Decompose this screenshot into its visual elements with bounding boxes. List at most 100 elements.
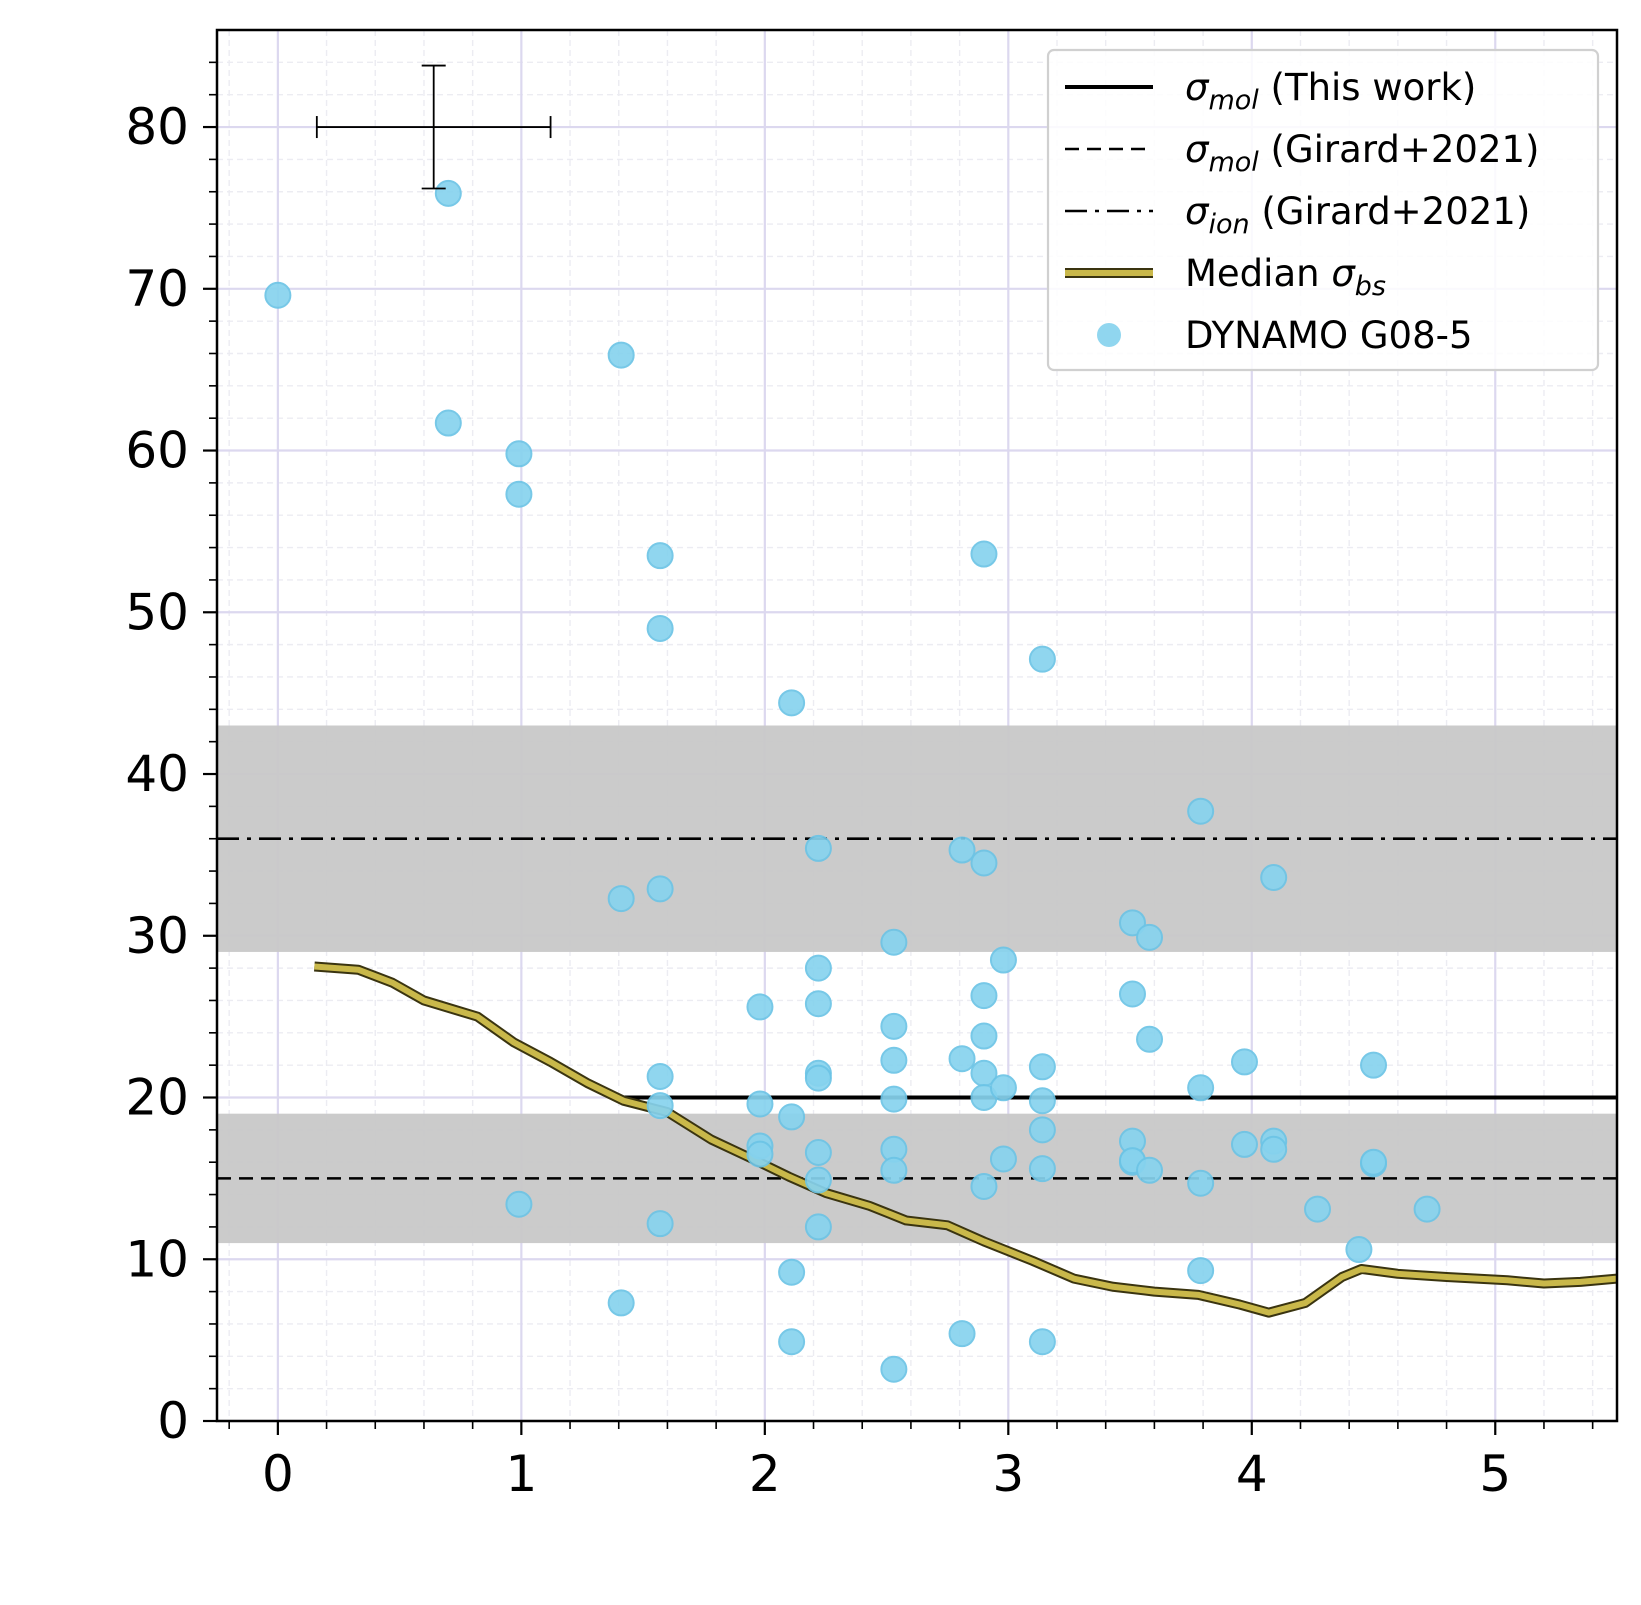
scatter-point	[778, 1328, 806, 1356]
legend-label-subscript: mol	[1208, 85, 1259, 116]
x-tick-label: 4	[1236, 1445, 1268, 1503]
legend-label-rest: (Girard+2021)	[1250, 190, 1531, 233]
scatter-point	[970, 1022, 998, 1050]
scatter-point	[1028, 645, 1056, 673]
scatter-point	[880, 1085, 908, 1113]
legend-item: σmol (This work)	[1065, 66, 1476, 116]
scatter-point	[1260, 864, 1288, 892]
legend-label-subscript: ion	[1208, 209, 1249, 240]
legend-label-symbol: σ	[1185, 128, 1210, 171]
scatter-point	[1136, 923, 1164, 951]
scatter-point	[505, 1190, 533, 1218]
scatter-point	[880, 1156, 908, 1184]
scatter-point	[804, 1166, 832, 1194]
scatter-point	[1230, 1130, 1258, 1158]
y-tick-label: 70	[125, 260, 189, 318]
legend-item: σion (Girard+2021)	[1065, 190, 1530, 240]
x-tick-label: 1	[505, 1445, 537, 1503]
legend-label-subscript: mol	[1208, 147, 1259, 178]
y-tick-label: 80	[125, 98, 189, 156]
x-tick-label: 5	[1479, 1445, 1511, 1503]
scatter-point	[1187, 1257, 1215, 1285]
y-tick-label: 0	[157, 1392, 189, 1450]
scatter-point	[746, 1140, 774, 1168]
legend-item: Median σbs	[1065, 252, 1386, 302]
legend-item: σmol (Girard+2021)	[1065, 128, 1539, 178]
legend: σmol (This work)σmol (Girard+2021)σion (…	[1046, 48, 1600, 372]
scatter-point	[1118, 980, 1146, 1008]
y-tick-label: 10	[125, 1230, 189, 1288]
scatter-point	[880, 1355, 908, 1383]
y-tick-label: 40	[125, 745, 189, 803]
scatter-point	[1187, 1074, 1215, 1102]
scatter-point	[1136, 1156, 1164, 1184]
scatter-point	[804, 1213, 832, 1241]
scatter-point	[1118, 909, 1146, 937]
y-tick-label: 50	[125, 583, 189, 641]
scatter-point	[970, 1172, 998, 1200]
scatter-point	[948, 836, 976, 864]
legend-label: DYNAMO G08-5	[1185, 314, 1473, 357]
scatter-point	[778, 689, 806, 717]
scatter-point	[1028, 1087, 1056, 1115]
scatter-point	[880, 1046, 908, 1074]
legend-label: σmol (This work)	[1185, 66, 1476, 116]
scatter-point	[505, 440, 533, 468]
median-series	[314, 961, 1617, 1318]
axes-frame	[215, 28, 1619, 1423]
x-tick-label: 2	[749, 1445, 781, 1503]
scatter-point	[989, 1074, 1017, 1102]
legend-label-prefix: Median	[1185, 252, 1331, 295]
scatter-point	[1028, 1053, 1056, 1081]
scatter-point	[804, 1064, 832, 1092]
scatter-point	[1360, 1148, 1388, 1176]
x-tick-label: 0	[262, 1445, 294, 1503]
scatter-point	[264, 281, 292, 309]
scatter-point	[607, 1289, 635, 1317]
shaded-bands	[217, 725, 1617, 1244]
scatter-point	[970, 540, 998, 568]
scatter-point	[778, 1103, 806, 1131]
scatter-point	[1260, 1135, 1288, 1163]
scatter-point	[804, 834, 832, 862]
scatter-point	[1413, 1195, 1441, 1223]
scatter-point	[1304, 1195, 1332, 1223]
scatter-point	[1028, 1155, 1056, 1183]
scatter-point	[607, 885, 635, 913]
scatter-point	[434, 179, 462, 207]
y-tick-label: 20	[125, 1069, 189, 1127]
scatter-point	[970, 849, 998, 877]
scatter-point	[646, 1210, 674, 1238]
legend-label: Median σbs	[1185, 252, 1386, 302]
legend-label: σmol (Girard+2021)	[1185, 128, 1539, 178]
scatter-point	[989, 946, 1017, 974]
legend-label-symbol: σ	[1185, 66, 1210, 109]
legend-label-rest: (This work)	[1259, 66, 1477, 109]
scatter-point	[804, 1139, 832, 1167]
error-bar-marker	[315, 64, 552, 190]
scatter-point	[880, 1012, 908, 1040]
legend-label-symbol: σ	[1331, 252, 1356, 295]
legend-box	[1046, 48, 1600, 372]
scatter-point	[746, 1090, 774, 1118]
scatter-point	[646, 614, 674, 642]
scatter-point	[778, 1258, 806, 1286]
y-tick-label: 60	[125, 422, 189, 480]
scatter-point	[646, 1062, 674, 1090]
y-tick-label: 30	[125, 907, 189, 965]
scatter-point	[505, 480, 533, 508]
scatter-point	[434, 409, 462, 437]
scatter-point	[746, 993, 774, 1021]
scatter-point	[1028, 1116, 1056, 1144]
scatter-point	[948, 1320, 976, 1348]
legend-label-rest: (Girard+2021)	[1259, 128, 1540, 171]
median-line	[314, 963, 1617, 1316]
scatter-point	[1136, 1025, 1164, 1053]
scatter-point	[1230, 1048, 1258, 1076]
scatter-series	[264, 179, 1441, 1383]
x-tick-label: 3	[992, 1445, 1024, 1503]
scatter-point	[646, 542, 674, 570]
scatter-point	[607, 341, 635, 369]
